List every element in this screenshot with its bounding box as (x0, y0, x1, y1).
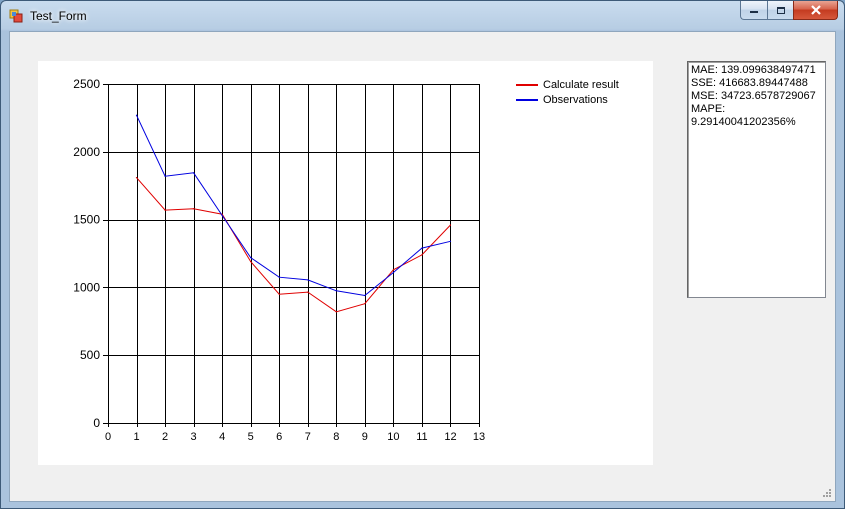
point-observations (164, 175, 166, 177)
mae-line: MAE: 139.099638497471 (691, 64, 816, 76)
maximize-button[interactable] (767, 1, 793, 20)
series-line-calculate (136, 177, 451, 313)
point-observations (135, 114, 138, 116)
close-button[interactable] (793, 1, 838, 20)
point-observations (392, 271, 394, 274)
x-tick-label: 12 (444, 431, 456, 443)
x-tick-label: 5 (248, 431, 254, 443)
legend-item-calculate: Calculate result (516, 77, 619, 92)
x-tick-label: 3 (191, 431, 197, 443)
legend-swatch-calculate (516, 83, 538, 86)
point-calculate (307, 291, 309, 293)
y-tick-label: 500 (80, 348, 100, 362)
point-calculate (164, 209, 166, 211)
point-calculate (278, 293, 280, 295)
point-observations (193, 172, 195, 174)
x-tick-label: 7 (305, 431, 311, 443)
series-line-observations (136, 114, 451, 297)
x-tick-label: 1 (133, 431, 139, 443)
title-bar[interactable]: Test_Form (1, 1, 844, 31)
point-calculate (335, 311, 337, 313)
minimize-button[interactable] (740, 1, 767, 20)
metrics-textbox[interactable]: MAE: 139.099638497471 SSE: 416683.894474… (687, 61, 826, 298)
mape-label: MAPE: (691, 103, 726, 115)
y-tick-label: 1500 (73, 213, 100, 227)
legend-label-observations: Observations (543, 93, 608, 106)
point-observations (250, 256, 252, 259)
chart-panel: 0 1 2 3 4 5 6 7 8 9 10 11 12 13 0 500 1000 1500 2000 2500 C… (38, 61, 653, 465)
point-observations (449, 240, 452, 242)
point-observations (335, 290, 337, 292)
y-tick-label: 2000 (73, 145, 100, 159)
x-tick-label: 9 (362, 431, 368, 443)
x-tick-label: 4 (219, 431, 225, 443)
maximize-icon (776, 6, 785, 14)
point-calculate (449, 224, 452, 226)
point-calculate (250, 261, 252, 263)
x-tick-label: 6 (276, 431, 282, 443)
close-icon (810, 5, 821, 15)
sse-line: SSE: 416683.89447488 (691, 77, 808, 89)
x-tick-label: 2 (162, 431, 168, 443)
y-tick-label: 0 (93, 416, 100, 430)
window-title: Test_Form (30, 9, 87, 23)
y-tick-label: 2500 (73, 77, 100, 91)
point-observations (221, 214, 223, 217)
point-calculate (135, 176, 138, 179)
y-tick-label: 1000 (73, 280, 100, 294)
legend-label-calculate: Calculate result (543, 78, 619, 91)
legend-swatch-observations (516, 98, 538, 101)
point-calculate (421, 254, 423, 256)
x-tick-label: 13 (473, 431, 485, 443)
x-tick-label: 11 (416, 431, 427, 443)
windows-form-icon (9, 9, 23, 23)
form-client-area: 0 1 2 3 4 5 6 7 8 9 10 11 12 13 0 500 1000 1500 2000 2500 C… (9, 31, 836, 502)
mse-line: MSE: 34723.6578729067 (691, 90, 816, 102)
point-observations (278, 276, 280, 278)
point-calculate (392, 269, 394, 271)
legend-item-observations: Observations (516, 92, 619, 107)
x-tick-label: 8 (333, 431, 339, 443)
chart-legend: Calculate result Observations (516, 77, 619, 107)
x-tick-label: 0 (105, 431, 111, 443)
x-tick-label: 10 (387, 431, 399, 443)
caption-buttons (740, 1, 838, 21)
point-observations (307, 279, 309, 281)
mape-value: 9.29140041202356% (691, 116, 796, 128)
point-calculate (364, 303, 366, 305)
point-observations (421, 247, 423, 249)
point-calculate (193, 208, 195, 210)
resize-grip-icon[interactable] (822, 488, 832, 498)
point-observations (364, 294, 366, 297)
minimize-icon (750, 11, 758, 13)
